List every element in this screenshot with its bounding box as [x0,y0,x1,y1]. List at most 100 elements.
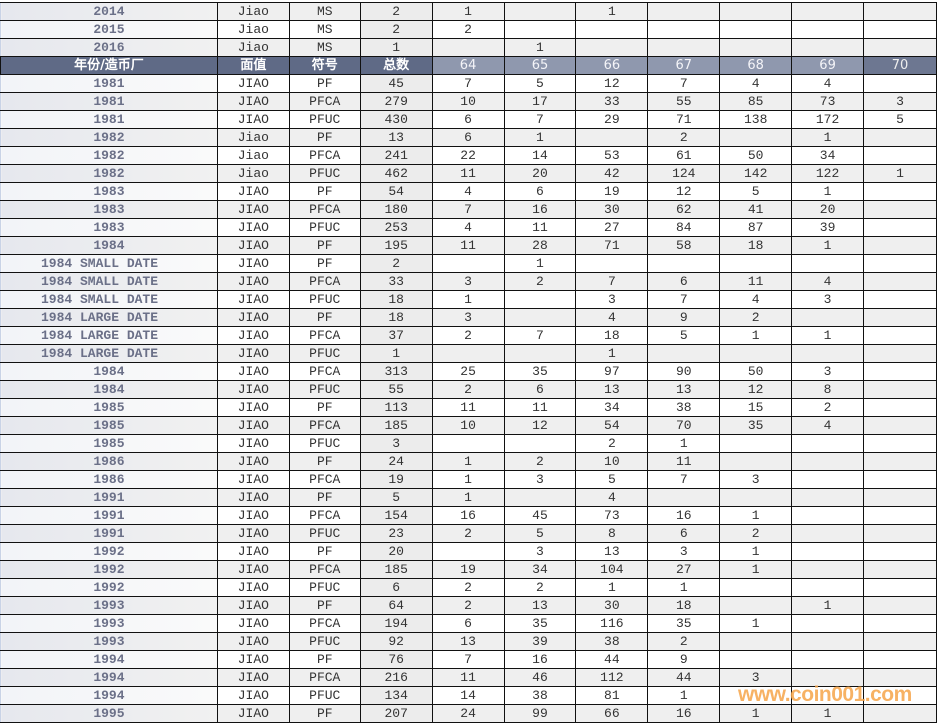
cell-total[interactable]: 13 [359,128,433,147]
cell-code[interactable]: PFCA [288,668,361,687]
cell-grade-66[interactable]: 2 [575,434,649,453]
cell-grade-70[interactable] [863,254,937,273]
cell-face-value[interactable]: JIAO [216,200,290,219]
cell-grade-68[interactable]: 2 [719,524,793,543]
cell-grade-68[interactable] [719,20,793,39]
cell-grade-65[interactable]: 5 [503,524,577,543]
cell-grade-64[interactable]: 25 [431,362,505,381]
cell-grade-70[interactable] [863,416,937,435]
cell-year[interactable]: 1992 [0,560,218,579]
cell-total[interactable]: 33 [359,272,433,291]
cell-code[interactable]: PFCA [288,146,361,165]
cell-grade-65[interactable] [503,344,577,363]
cell-grade-67[interactable]: 27 [647,560,721,579]
cell-grade-67[interactable]: 9 [647,308,721,327]
cell-grade-64[interactable]: 16 [431,506,505,525]
cell-grade-69[interactable] [791,488,865,507]
header-cell-face-value[interactable]: 面值 [216,56,290,75]
cell-grade-67[interactable]: 7 [647,74,721,93]
cell-code[interactable]: PFUC [288,110,361,129]
cell-grade-70[interactable] [863,542,937,561]
cell-grade-66[interactable] [575,254,649,273]
cell-grade-64[interactable]: 2 [431,596,505,615]
cell-total[interactable]: 1 [359,344,433,363]
cell-code[interactable]: PFUC [288,632,361,651]
cell-total[interactable]: 54 [359,182,433,201]
cell-grade-64[interactable]: 7 [431,650,505,669]
header-cell-year[interactable]: 年份/造币厂 [0,56,218,75]
cell-grade-67[interactable]: 71 [647,110,721,129]
cell-total[interactable]: 24 [359,452,433,471]
cell-total[interactable]: 2 [359,254,433,273]
cell-grade-65[interactable]: 1 [503,38,577,57]
cell-year[interactable]: 1981 [0,110,218,129]
cell-code[interactable]: MS [288,2,361,21]
cell-grade-69[interactable] [791,308,865,327]
cell-grade-64[interactable]: 1 [431,2,505,21]
cell-grade-66[interactable]: 116 [575,614,649,633]
cell-code[interactable]: PFCA [288,200,361,219]
cell-code[interactable]: PFCA [288,362,361,381]
cell-total[interactable]: 2 [359,2,433,21]
cell-grade-65[interactable]: 99 [503,704,577,723]
cell-code[interactable]: PF [288,452,361,471]
cell-grade-65[interactable]: 5 [503,74,577,93]
header-cell-total[interactable]: 总数 [359,56,433,75]
cell-year[interactable]: 1984 [0,380,218,399]
cell-grade-70[interactable] [863,614,937,633]
cell-grade-70[interactable] [863,218,937,237]
cell-grade-69[interactable]: 122 [791,164,865,183]
cell-code[interactable]: PF [288,542,361,561]
cell-grade-67[interactable]: 13 [647,380,721,399]
cell-grade-68[interactable]: 18 [719,236,793,255]
cell-code[interactable]: PF [288,398,361,417]
cell-grade-70[interactable] [863,524,937,543]
cell-grade-68[interactable]: 4 [719,290,793,309]
cell-grade-67[interactable]: 1 [647,686,721,705]
cell-face-value[interactable]: Jiao [216,128,290,147]
cell-grade-64[interactable]: 19 [431,560,505,579]
cell-face-value[interactable]: JIAO [216,110,290,129]
cell-total[interactable]: 185 [359,560,433,579]
cell-grade-66[interactable]: 5 [575,470,649,489]
cell-grade-65[interactable] [503,308,577,327]
cell-grade-68[interactable] [719,578,793,597]
cell-code[interactable]: PF [288,704,361,723]
cell-code[interactable]: PF [288,74,361,93]
cell-code[interactable]: PFUC [288,164,361,183]
cell-year[interactable]: 2016 [0,38,218,57]
cell-grade-70[interactable]: 3 [863,92,937,111]
cell-grade-69[interactable] [791,452,865,471]
cell-total[interactable]: 19 [359,470,433,489]
cell-grade-68[interactable]: 5 [719,182,793,201]
cell-year[interactable]: 2014 [0,2,218,21]
cell-grade-68[interactable]: 3 [719,668,793,687]
cell-grade-65[interactable]: 16 [503,200,577,219]
cell-code[interactable]: PFUC [288,218,361,237]
cell-code[interactable]: PF [288,650,361,669]
cell-grade-68[interactable]: 35 [719,416,793,435]
cell-grade-65[interactable]: 28 [503,236,577,255]
cell-grade-69[interactable] [791,542,865,561]
cell-grade-66[interactable]: 34 [575,398,649,417]
cell-grade-66[interactable]: 97 [575,362,649,381]
cell-grade-68[interactable]: 3 [719,470,793,489]
cell-grade-67[interactable]: 90 [647,362,721,381]
header-cell-grade-70[interactable]: 70 [863,56,937,75]
cell-grade-66[interactable]: 42 [575,164,649,183]
cell-total[interactable]: 185 [359,416,433,435]
cell-grade-68[interactable]: 2 [719,308,793,327]
cell-year[interactable]: 1983 [0,200,218,219]
cell-grade-69[interactable]: 2 [791,398,865,417]
cell-grade-65[interactable]: 13 [503,596,577,615]
cell-grade-67[interactable]: 6 [647,272,721,291]
cell-total[interactable]: 76 [359,650,433,669]
cell-grade-64[interactable]: 1 [431,452,505,471]
cell-year[interactable]: 1984 LARGE DATE [0,344,218,363]
cell-total[interactable]: 134 [359,686,433,705]
cell-grade-69[interactable] [791,470,865,489]
cell-grade-70[interactable] [863,182,937,201]
cell-face-value[interactable]: JIAO [216,308,290,327]
cell-face-value[interactable]: JIAO [216,686,290,705]
cell-grade-70[interactable] [863,362,937,381]
